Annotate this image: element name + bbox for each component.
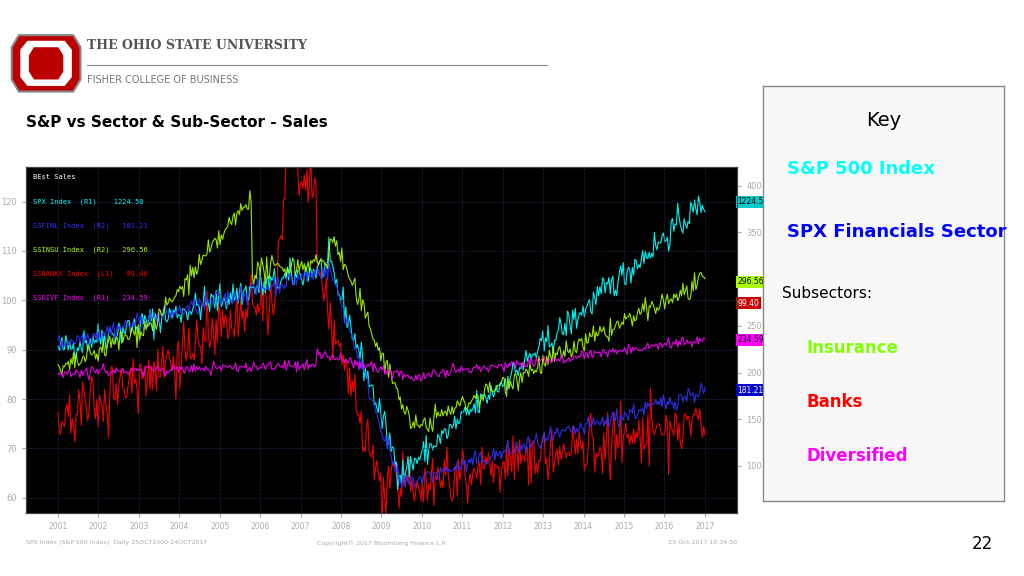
Text: 296.56: 296.56	[737, 278, 764, 286]
Text: SPX Index (S&P 500 Index)  Daily 25OCT2000-24OCT2017: SPX Index (S&P 500 Index) Daily 25OCT200…	[26, 540, 207, 545]
Text: Copyright© 2017 Bloomberg Finance L.P.: Copyright© 2017 Bloomberg Finance L.P.	[316, 540, 446, 546]
Text: Diversified: Diversified	[806, 446, 907, 464]
Text: Insurance: Insurance	[806, 339, 898, 357]
Text: 181.21: 181.21	[737, 386, 764, 395]
Text: SSINSU Index  (R2)   296.56: SSINSU Index (R2) 296.56	[33, 247, 147, 253]
Text: Banks: Banks	[806, 393, 862, 411]
Text: SSDIVF Index  (R1)   234.59: SSDIVF Index (R1) 234.59	[33, 295, 147, 301]
Text: SPX Financials Sector: SPX Financials Sector	[786, 222, 1007, 241]
Text: 22: 22	[972, 535, 993, 553]
Text: Subsectors:: Subsectors:	[782, 286, 872, 301]
Text: 1224.50: 1224.50	[737, 197, 769, 206]
Text: Key: Key	[865, 111, 901, 130]
Polygon shape	[11, 35, 81, 92]
Text: BEst Sales: BEst Sales	[33, 174, 75, 180]
Polygon shape	[29, 47, 63, 79]
Polygon shape	[20, 41, 72, 86]
Text: 99.40: 99.40	[737, 299, 759, 308]
Text: 234.59: 234.59	[737, 335, 764, 344]
Text: SSBANKX Index  (L1)   99.40: SSBANKX Index (L1) 99.40	[33, 271, 147, 277]
Text: 23-Oct-2017 18:34:50: 23-Oct-2017 18:34:50	[668, 540, 737, 545]
Text: S&P vs Sector & Sub-Sector - Sales: S&P vs Sector & Sub-Sector - Sales	[26, 115, 328, 130]
Text: THE OHIO STATE UNIVERSITY: THE OHIO STATE UNIVERSITY	[87, 39, 307, 52]
Text: FISHER COLLEGE OF BUSINESS: FISHER COLLEGE OF BUSINESS	[87, 75, 239, 85]
Text: SSFINL Index  (R2)   181.21: SSFINL Index (R2) 181.21	[33, 222, 147, 229]
Text: SPX Index  (R1)    1224.50: SPX Index (R1) 1224.50	[33, 198, 143, 204]
Text: S&P 500 Index: S&P 500 Index	[786, 160, 935, 179]
